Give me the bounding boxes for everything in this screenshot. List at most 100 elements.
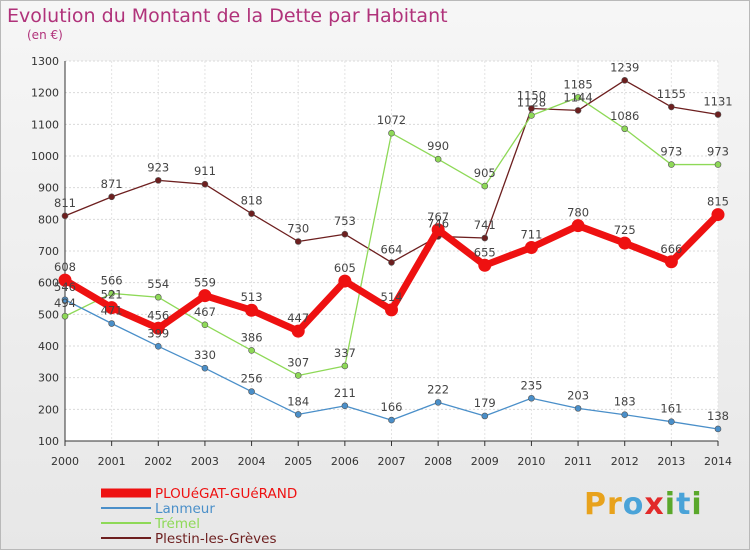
y-tick-label: 1200 [31, 87, 59, 100]
data-label: 1239 [610, 60, 639, 74]
data-point [574, 94, 582, 101]
data-label: 203 [567, 388, 589, 402]
data-label: 566 [101, 273, 123, 287]
y-tick-label: 1100 [31, 118, 59, 131]
data-label: 521 [101, 288, 123, 302]
data-label: 815 [707, 195, 729, 209]
data-label: 746 [427, 216, 449, 230]
logo-letter: P [584, 487, 607, 522]
y-tick-label: 1000 [31, 150, 59, 163]
data-point [571, 219, 585, 233]
data-label: 559 [194, 276, 216, 290]
data-point [524, 241, 538, 255]
data-label: 905 [474, 166, 496, 180]
data-label: 1072 [377, 113, 406, 127]
data-point [388, 129, 395, 137]
data-point [294, 238, 302, 245]
data-point [108, 193, 115, 201]
data-label: 179 [474, 396, 496, 410]
data-point [574, 405, 582, 412]
data-point [248, 388, 255, 395]
x-tick-label: 2007 [378, 455, 406, 468]
x-tick-label: 2004 [238, 455, 266, 468]
data-label: 911 [194, 164, 216, 178]
data-point [201, 180, 209, 188]
logo-letter: x [644, 487, 665, 522]
data-label: 447 [287, 311, 309, 325]
data-label: 554 [147, 277, 169, 291]
data-point [528, 394, 535, 402]
y-tick-label: 800 [38, 213, 59, 226]
data-label: 767 [427, 210, 449, 224]
data-label: 514 [381, 290, 403, 304]
logo-letter: r [607, 487, 623, 522]
data-point [108, 290, 115, 297]
data-point [528, 105, 535, 112]
data-label: 386 [241, 330, 263, 344]
data-point [151, 321, 165, 335]
data-point [478, 258, 492, 272]
data-label: 871 [101, 177, 123, 191]
data-point [201, 364, 209, 372]
data-label: 183 [614, 395, 636, 409]
x-tick-label: 2000 [51, 455, 79, 468]
y-tick-label: 200 [38, 403, 59, 416]
y-tick-label: 500 [38, 308, 59, 321]
data-point [714, 161, 722, 168]
data-label: 605 [334, 261, 356, 275]
y-tick-label: 100 [38, 435, 59, 448]
data-point [245, 303, 259, 317]
data-point [154, 177, 162, 184]
data-label: 973 [660, 145, 682, 159]
data-point [201, 321, 209, 329]
y-tick-label: 1300 [31, 55, 59, 68]
data-label: 1086 [610, 109, 639, 123]
data-point [714, 111, 722, 118]
data-point [621, 77, 629, 84]
data-label: 780 [567, 206, 589, 220]
data-point [58, 273, 72, 287]
logo-letter: i [691, 487, 703, 522]
data-label: 211 [334, 386, 356, 400]
data-label: 753 [334, 214, 356, 228]
data-label: 330 [194, 348, 216, 362]
logo-letter: t [676, 487, 692, 522]
data-point [61, 212, 69, 220]
data-point [341, 230, 349, 238]
legend-label: PLOUéGAT-GUéRAND [155, 486, 297, 502]
data-label: 138 [707, 409, 729, 423]
data-label: 1131 [703, 95, 732, 109]
data-point [294, 411, 302, 418]
data-point [618, 236, 632, 250]
data-point [105, 301, 119, 315]
data-point [61, 296, 69, 304]
data-label: 546 [54, 280, 76, 294]
data-point [108, 320, 115, 327]
data-label: 655 [474, 245, 496, 259]
data-point [154, 343, 162, 350]
data-point [668, 103, 675, 111]
data-point [431, 223, 445, 237]
data-label: 923 [147, 160, 169, 174]
data-point [385, 303, 398, 317]
data-label: 467 [194, 305, 216, 319]
data-label: 664 [381, 242, 403, 256]
data-label: 1128 [517, 95, 546, 109]
data-label: 1155 [657, 87, 686, 101]
data-point [341, 402, 349, 410]
data-point [434, 399, 442, 406]
x-tick-label: 2006 [331, 455, 359, 468]
data-point [61, 312, 69, 320]
chart-subtitle: (en €) [27, 28, 63, 42]
data-point [341, 362, 349, 370]
y-tick-label: 700 [38, 245, 59, 258]
data-label: 161 [660, 402, 682, 416]
data-label: 222 [427, 382, 449, 396]
data-label: 166 [381, 400, 403, 414]
x-tick-label: 2009 [471, 455, 499, 468]
data-point [668, 161, 675, 168]
data-label: 818 [241, 194, 263, 208]
data-point [388, 259, 395, 266]
data-point [294, 372, 302, 379]
